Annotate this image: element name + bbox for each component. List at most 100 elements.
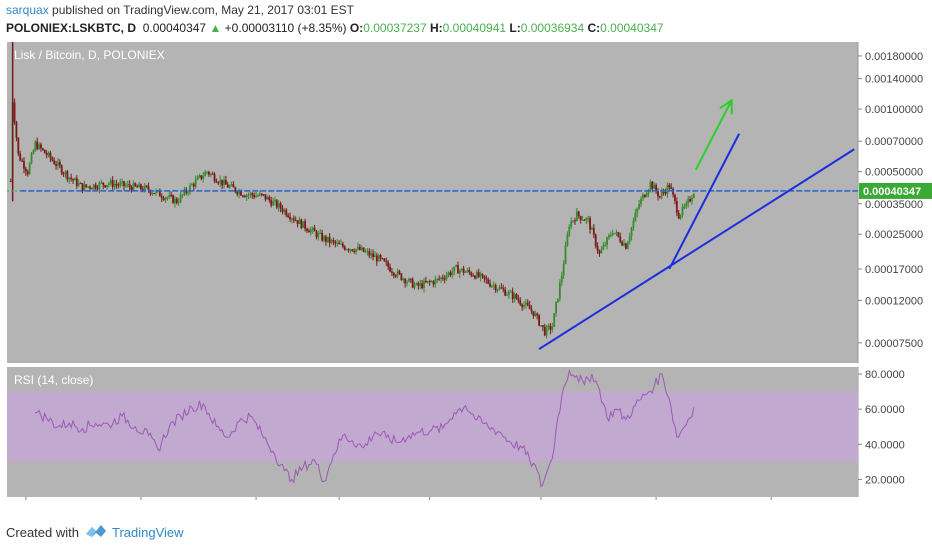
candle-body <box>630 227 633 237</box>
candle-body <box>625 243 627 249</box>
candle-body <box>291 218 293 220</box>
candle-body <box>191 184 193 186</box>
candle-body <box>455 265 457 267</box>
candle-body <box>398 271 401 274</box>
tradingview-brand-link[interactable]: TradingView <box>112 525 184 540</box>
created-with-text: Created with <box>6 525 79 540</box>
price-tick-label: 0.00050000 <box>865 167 923 179</box>
candle-body <box>177 202 180 204</box>
candle-body <box>19 153 22 161</box>
candle-body <box>434 279 437 285</box>
candle-body <box>315 231 318 238</box>
candle-body <box>623 243 625 246</box>
candle-body <box>123 181 125 187</box>
candle-body <box>230 184 233 186</box>
price-tick-label: 0.00100000 <box>865 104 923 116</box>
candle-body <box>479 273 482 277</box>
candle-body <box>336 242 339 244</box>
candle-body <box>324 236 327 242</box>
candle-body <box>353 251 356 253</box>
candle-body <box>332 240 335 242</box>
candle-body <box>330 240 333 243</box>
open-label: O: <box>349 21 364 35</box>
candle-body <box>504 289 507 296</box>
candle-body <box>528 305 531 310</box>
candle-body <box>643 194 646 197</box>
candle-body <box>334 241 337 244</box>
candle-body <box>549 325 552 330</box>
candle-body <box>502 288 505 290</box>
candle-body <box>349 249 352 251</box>
candle-body <box>541 325 544 327</box>
candle-body <box>38 144 40 150</box>
candle-body <box>194 179 197 187</box>
candle-body <box>28 163 31 175</box>
chart-svg[interactable]: 0.00180000 0.00140000 0.00100000 0.00070000… <box>0 40 932 516</box>
candle-body <box>247 194 250 196</box>
current-price-label: 0.00040347 <box>863 186 921 198</box>
candle-body <box>323 236 325 241</box>
tradingview-logo-icon[interactable] <box>84 522 108 545</box>
candle-body <box>513 294 516 299</box>
candle-body <box>34 141 37 151</box>
candle-body <box>489 283 491 287</box>
candle-body <box>30 153 33 164</box>
candle-body <box>562 263 565 276</box>
candle-body <box>692 194 695 199</box>
candle-body <box>49 152 52 159</box>
candle-body <box>253 195 256 198</box>
candle-body <box>140 184 142 190</box>
candle-body <box>62 173 65 175</box>
candle-body <box>419 283 422 286</box>
candle-body <box>124 185 127 187</box>
candle-body <box>466 270 469 272</box>
candle-body <box>577 211 580 217</box>
candle-body <box>587 218 590 220</box>
candle-body <box>168 195 171 198</box>
candle-body <box>364 251 367 253</box>
candle-body <box>498 287 501 290</box>
candle-body <box>17 137 20 154</box>
candle-body <box>183 189 186 195</box>
high-label: H: <box>429 21 443 35</box>
candle-body <box>475 271 478 279</box>
candle-body <box>226 184 229 188</box>
candle-body <box>45 153 48 156</box>
candle-body <box>636 208 639 214</box>
low-value: 0.00036934 <box>520 21 585 35</box>
candle-body <box>547 325 550 327</box>
candle-body <box>264 194 267 200</box>
candle-body <box>464 271 467 273</box>
candle-body <box>408 278 410 282</box>
candle-body <box>591 228 593 230</box>
candle-body <box>411 279 414 288</box>
candle-body <box>72 178 74 181</box>
candle-body <box>400 273 403 280</box>
candle-body <box>219 179 222 184</box>
candle-body <box>619 236 622 242</box>
candle-body <box>453 266 456 272</box>
candle-body <box>174 198 176 204</box>
candle-body <box>223 179 225 186</box>
candle-body <box>158 190 161 197</box>
author-link[interactable]: sarquax <box>6 3 49 17</box>
candle-body <box>374 255 376 258</box>
candle-body <box>672 188 674 195</box>
candle-body <box>574 220 576 222</box>
candle-body <box>438 278 441 280</box>
candle-body <box>187 192 190 194</box>
candle-body <box>238 191 240 195</box>
candle-body <box>281 208 284 212</box>
candle-body <box>53 160 56 165</box>
candle-body <box>381 258 384 260</box>
candle-body <box>181 194 184 196</box>
candle-body <box>589 218 591 230</box>
x-axis: JunAugOct142017MarMayJul <box>17 497 778 516</box>
publish-info: sarquax published on TradingView.com, Ma… <box>6 3 354 17</box>
rsi-chart-title: RSI (14, close) <box>14 373 93 387</box>
chart-area[interactable]: 0.00180000 0.00140000 0.00100000 0.00070000… <box>0 40 932 516</box>
candle-body <box>221 179 224 186</box>
candle-body <box>626 242 629 249</box>
candle-body <box>236 191 239 195</box>
candle-body <box>89 186 91 189</box>
